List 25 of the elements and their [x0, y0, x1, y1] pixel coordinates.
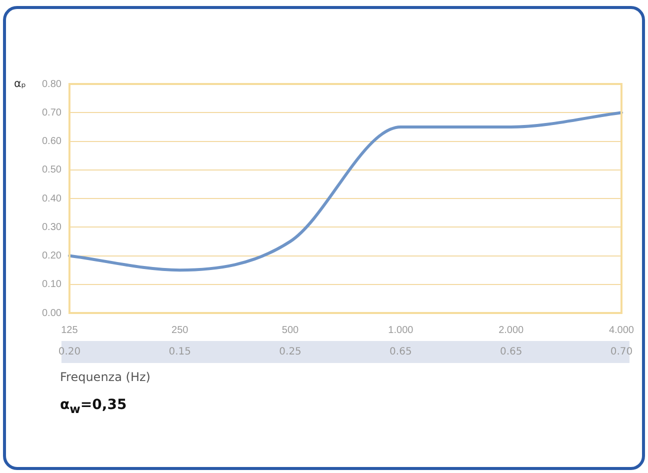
x-tick-label: 1.000 — [388, 324, 414, 336]
text: 0.25 — [279, 346, 302, 358]
y-tick-label: 0.00 — [42, 308, 62, 319]
y-axis-title: αₚ — [14, 76, 26, 90]
text: 0.65 — [500, 346, 522, 358]
y-tick-label: 0.30 — [42, 222, 62, 233]
x-tick-label: 2.000 — [498, 324, 524, 336]
x-tick-label: 500 — [282, 324, 300, 336]
text: 0.15 — [168, 346, 191, 358]
text: α$_{w}$=0,35 — [60, 397, 127, 416]
y-tick-label: 0.60 — [42, 136, 62, 147]
y-tick-label: 0.20 — [42, 250, 62, 262]
x-tick-label: 125 — [61, 324, 78, 336]
x-axis-title: Frequenza (Hz) — [60, 370, 150, 384]
y-tick-label: 0.70 — [42, 107, 62, 118]
line-series — [68, 111, 623, 272]
text: 0.65 — [390, 346, 412, 358]
x-tick-label: 250 — [172, 324, 189, 336]
y-tick-label: 0.50 — [42, 164, 62, 176]
text: 0.70 — [610, 346, 633, 358]
x-tick-label: 4.000 — [608, 324, 634, 336]
y-tick-label: 0.10 — [42, 279, 62, 290]
y-tick-label: 0.80 — [42, 78, 62, 90]
text: 0.20 — [58, 346, 81, 358]
y-tick-label: 0.40 — [42, 193, 62, 204]
